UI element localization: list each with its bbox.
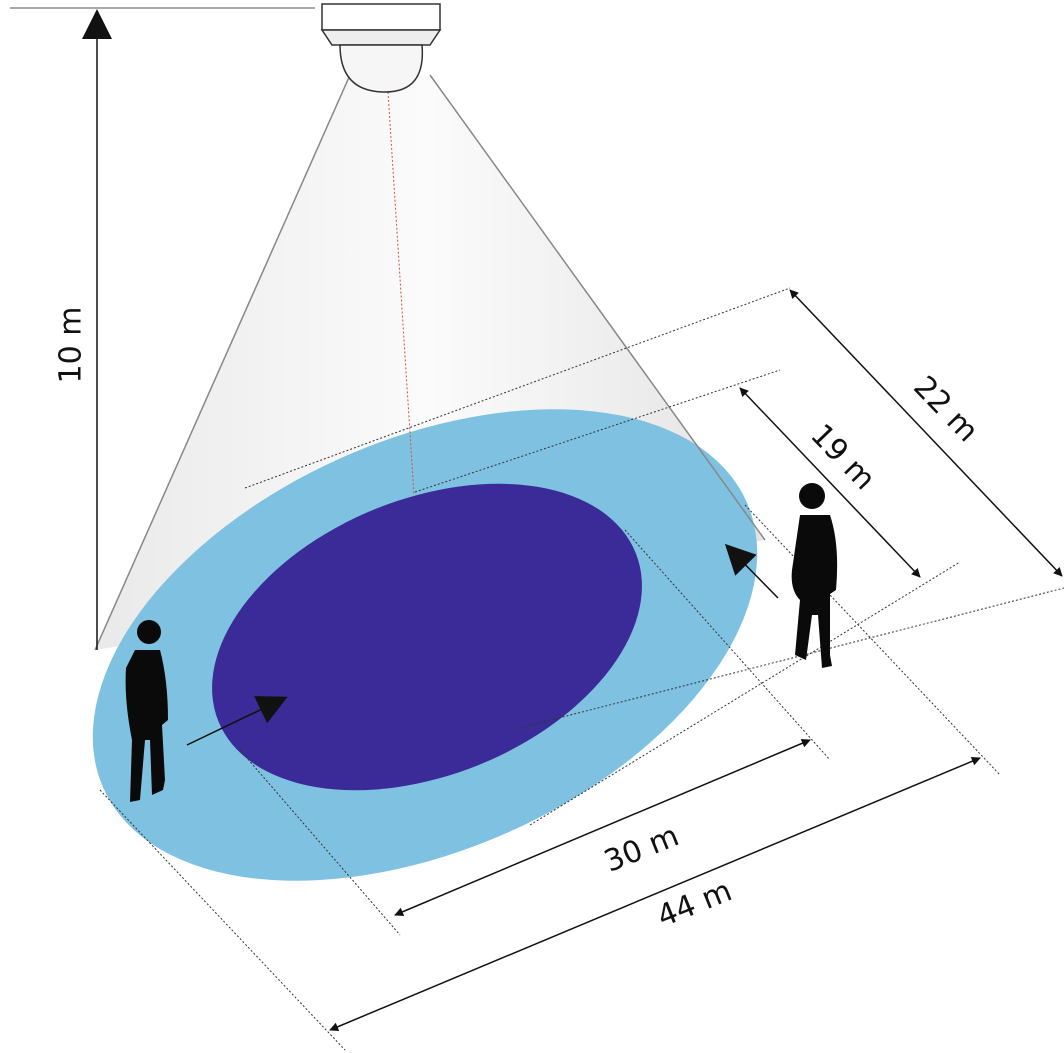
motion-arrow bbox=[186, 696, 288, 746]
cone-edge bbox=[429, 74, 766, 541]
camera bbox=[320, 3, 442, 93]
dim-19 bbox=[739, 387, 921, 578]
cone-edge bbox=[94, 74, 351, 651]
center-line bbox=[387, 91, 415, 496]
detection-zone-inner bbox=[212, 483, 642, 791]
width-inner-label: 30 m bbox=[599, 818, 683, 879]
dim-22 bbox=[789, 289, 1063, 577]
dim-30 bbox=[394, 739, 811, 916]
person-left bbox=[125, 620, 168, 802]
height-label: 10 m bbox=[54, 307, 89, 384]
depth-outer-label: 22 m bbox=[906, 369, 985, 449]
motion-arrow bbox=[724, 543, 779, 599]
width-outer-label: 44 m bbox=[652, 873, 736, 934]
person-right bbox=[791, 483, 838, 668]
